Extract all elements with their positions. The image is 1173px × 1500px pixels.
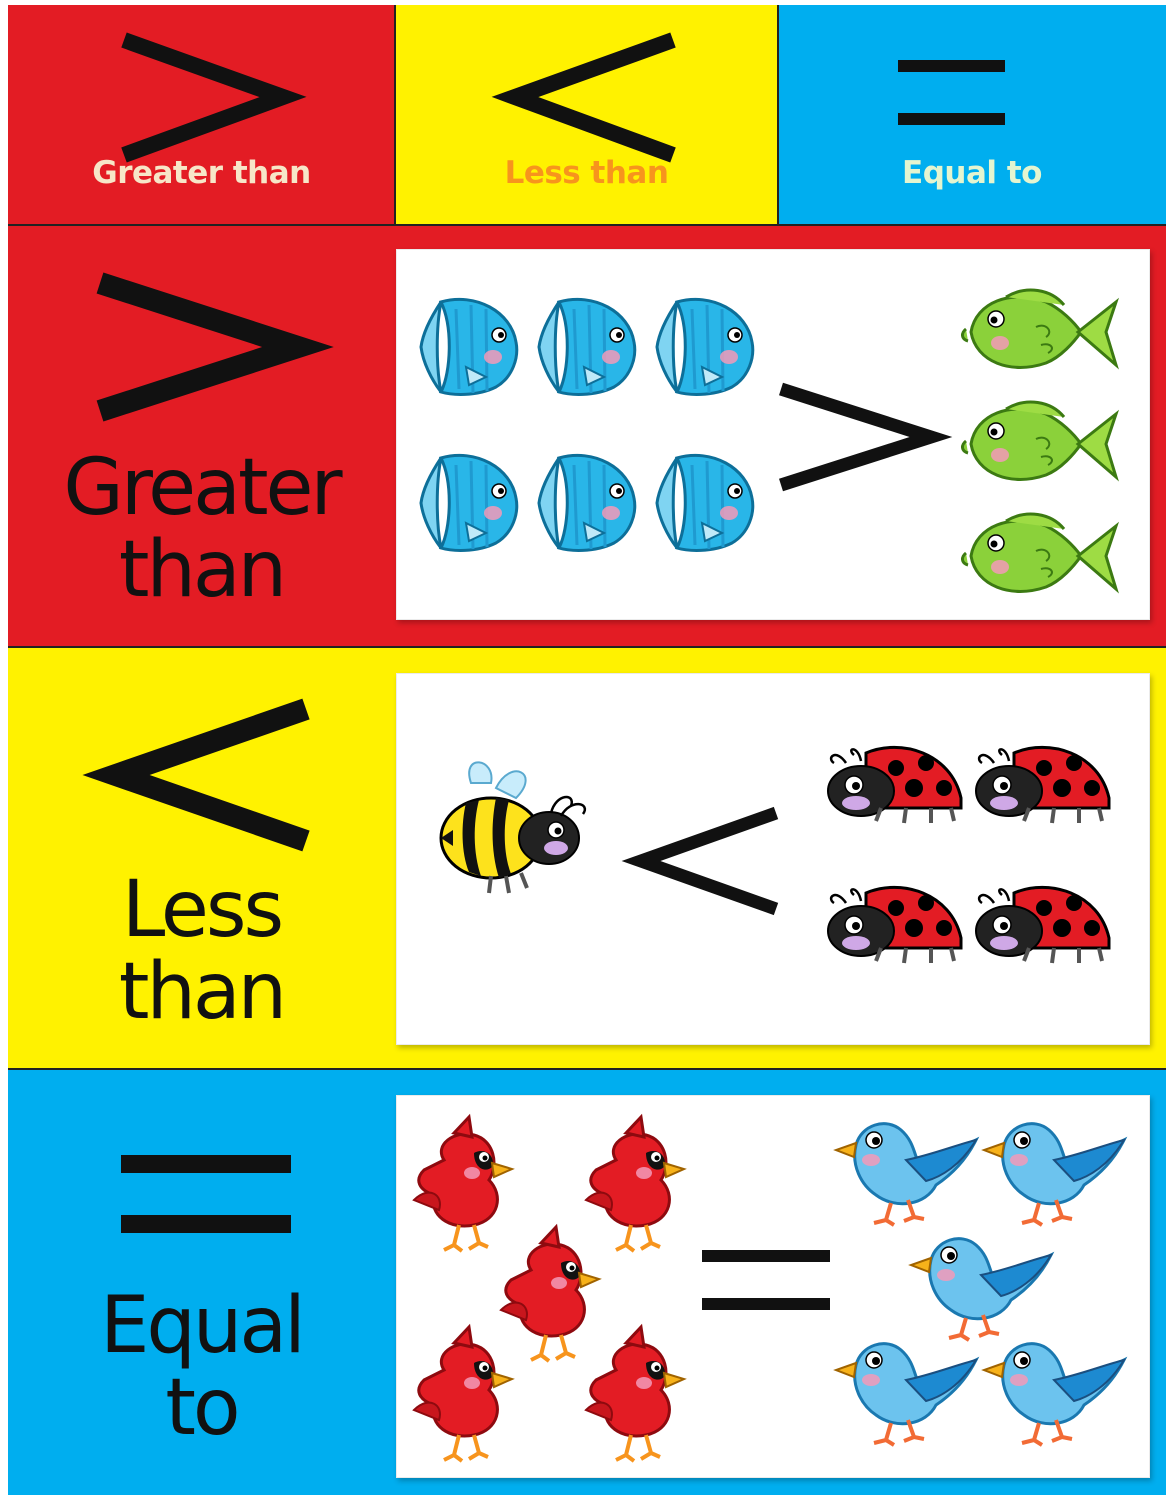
bluebird-icon — [982, 1341, 1126, 1447]
less-than-symbol — [491, 32, 676, 163]
comparison-poster: Greater than Less than Equal to Greater … — [8, 5, 1166, 1495]
row-less-label-line1: Less — [121, 865, 284, 955]
greater-than-symbol — [121, 32, 307, 163]
row-greater-label-line1: Greater — [63, 443, 342, 533]
ladybug-icon — [826, 885, 963, 965]
row-equal-label-line1: Equal — [100, 1281, 306, 1371]
greater-example-illustration — [419, 288, 1118, 593]
less-than-large-symbol — [82, 698, 310, 852]
equal-large-symbol — [121, 1155, 291, 1233]
green-fish-icon — [960, 288, 1118, 369]
blue-fish-icon — [537, 297, 637, 396]
row-greater-label-line2: than — [118, 525, 287, 615]
header-less-cell: Less than — [395, 5, 778, 225]
row-less-label-line2: than — [118, 947, 287, 1037]
red-cardinal-icon — [412, 1325, 514, 1463]
header-greater-cell: Greater than — [8, 5, 395, 225]
row-equal-label-line2: to — [165, 1363, 240, 1453]
bluebird-icon — [834, 1341, 978, 1447]
bumblebee-icon — [439, 760, 587, 895]
divider — [777, 5, 779, 225]
blue-fish-icon — [419, 453, 519, 552]
bluebird-icon — [982, 1121, 1126, 1227]
header-greater-label: Greater than — [92, 155, 311, 191]
row-equal-panel — [396, 1095, 1150, 1478]
divider — [8, 646, 1166, 648]
red-cardinal-icon — [499, 1225, 601, 1363]
row-less-panel — [396, 673, 1150, 1045]
less-example-illustration — [439, 745, 1111, 965]
red-cardinal-icon — [412, 1115, 514, 1253]
blue-fish-icon — [655, 297, 755, 396]
ladybug-icon — [974, 745, 1111, 825]
equal-example-illustration — [412, 1115, 1126, 1463]
divider — [8, 1068, 1166, 1070]
red-cardinal-icon — [584, 1325, 686, 1463]
ladybug-icon — [974, 885, 1111, 965]
equal-symbol — [898, 60, 1005, 125]
bluebird-icon — [909, 1236, 1053, 1342]
red-cardinal-icon — [584, 1115, 686, 1253]
blue-fish-icon — [419, 297, 519, 396]
green-fish-icon — [960, 512, 1118, 593]
divider — [394, 5, 396, 225]
bluebird-icon — [834, 1121, 978, 1227]
less-than-operator — [621, 806, 779, 916]
divider — [8, 224, 1166, 226]
greater-than-operator — [779, 382, 953, 492]
blue-fish-icon — [655, 453, 755, 552]
header-equal-label: Equal to — [902, 155, 1042, 191]
blue-fish-icon — [537, 453, 637, 552]
greater-than-large-symbol — [96, 272, 334, 422]
equal-operator — [702, 1250, 830, 1310]
header-less-label: Less than — [504, 155, 669, 191]
green-fish-icon — [960, 400, 1118, 481]
ladybug-icon — [826, 745, 963, 825]
header-equal-cell: Equal to — [778, 5, 1166, 225]
row-greater-panel — [396, 249, 1150, 620]
